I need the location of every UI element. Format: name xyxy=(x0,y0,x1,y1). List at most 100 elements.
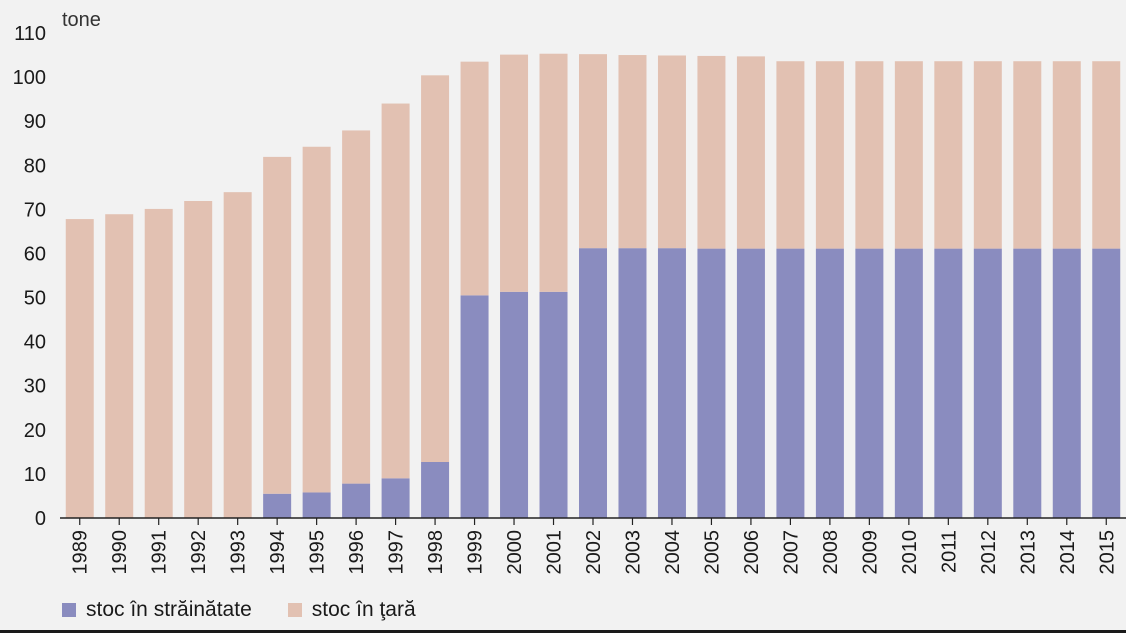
x-tick-label: 2007 xyxy=(780,530,802,575)
x-axis-ticks: 1989 1990 1991 1992 1993 1994 1995 1996 1997 1998… xyxy=(70,518,1118,575)
bar-domestic-2001 xyxy=(539,53,568,292)
x-tick-label: 1991 xyxy=(149,530,171,575)
x-tick-label: 2009 xyxy=(859,530,881,575)
bar-domestic-1989 xyxy=(65,219,94,518)
bar-domestic-1991 xyxy=(144,208,173,518)
x-tick-label: 2004 xyxy=(662,530,684,575)
bar-domestic-1994 xyxy=(263,156,292,494)
bar-domestic-2004 xyxy=(657,55,686,249)
bar-domestic-2000 xyxy=(500,54,529,292)
bar-abroad-1995 xyxy=(302,492,331,518)
bar-domestic-1995 xyxy=(302,146,331,493)
x-tick-label: 1994 xyxy=(267,530,289,575)
x-tick-label: 2002 xyxy=(583,530,605,575)
bar-domestic-1997 xyxy=(381,103,410,479)
x-tick-label: 2008 xyxy=(820,530,842,575)
bar-domestic-2002 xyxy=(579,54,607,249)
bar-domestic-2008 xyxy=(815,61,844,249)
y-tick-label: 100 xyxy=(13,67,46,89)
bar-domestic-2010 xyxy=(894,61,923,249)
bar-abroad-2014 xyxy=(1052,248,1081,518)
x-tick-label: 1995 xyxy=(307,530,329,575)
bottom-border xyxy=(0,630,1126,633)
bar-domestic-2011 xyxy=(934,61,963,249)
bar-abroad-2003 xyxy=(618,248,647,518)
bar-domestic-2006 xyxy=(736,56,765,249)
y-tick-label: 10 xyxy=(24,464,46,486)
bar-domestic-1993 xyxy=(223,192,252,518)
bar-abroad-1996 xyxy=(342,483,371,518)
bar-domestic-2007 xyxy=(776,61,805,249)
bar-domestic-1998 xyxy=(421,75,450,463)
bar-abroad-2008 xyxy=(815,248,844,518)
bar-domestic-2012 xyxy=(973,61,1002,249)
bar-abroad-2001 xyxy=(539,291,568,518)
y-tick-label: 30 xyxy=(24,376,46,398)
bar-abroad-2005 xyxy=(697,248,726,518)
legend-swatch-abroad xyxy=(62,603,76,617)
y-tick-label: 90 xyxy=(24,111,46,133)
legend-label-abroad: stoc în străinătate xyxy=(86,598,252,621)
x-tick-label: 1993 xyxy=(228,530,250,575)
bars-group xyxy=(65,53,1121,519)
bar-domestic-2014 xyxy=(1052,61,1081,249)
bar-abroad-2002 xyxy=(579,248,607,518)
x-tick-label: 2000 xyxy=(504,530,526,575)
x-tick-label: 1990 xyxy=(109,530,131,575)
y-tick-label: 0 xyxy=(35,508,46,530)
y-tick-label: 70 xyxy=(24,199,46,221)
bar-abroad-2013 xyxy=(1013,248,1042,518)
bar-abroad-2012 xyxy=(973,248,1002,518)
x-tick-label: 1997 xyxy=(386,530,408,575)
y-tick-label: 60 xyxy=(24,243,46,265)
x-tick-label: 2011 xyxy=(938,530,960,573)
legend-swatch-domestic xyxy=(287,603,302,617)
x-tick-label: 2012 xyxy=(978,530,1000,575)
y-axis-ticks: 0 10 20 30 40 50 60 70 80 90 100 110 xyxy=(13,23,46,530)
bar-domestic-1990 xyxy=(105,214,134,519)
bar-domestic-2005 xyxy=(697,55,726,249)
bar-abroad-2009 xyxy=(855,248,884,518)
x-tick-label: 2003 xyxy=(622,530,644,575)
x-tick-label: 1989 xyxy=(70,530,92,575)
x-tick-label: 2006 xyxy=(741,530,763,575)
bar-abroad-1997 xyxy=(381,478,410,518)
x-tick-label: 1996 xyxy=(346,530,368,575)
bar-abroad-2015 xyxy=(1092,248,1121,518)
x-tick-label: 2001 xyxy=(544,530,566,575)
x-tick-label: 2014 xyxy=(1057,530,1079,575)
bar-domestic-1999 xyxy=(460,61,489,296)
x-tick-label: 2013 xyxy=(1017,530,1039,575)
bar-abroad-2006 xyxy=(736,248,765,518)
bar-abroad-2011 xyxy=(934,248,963,518)
bar-domestic-2003 xyxy=(618,55,647,249)
y-tick-label: 50 xyxy=(24,288,46,310)
legend-item-abroad: stoc în străinătate xyxy=(62,598,252,622)
legend-item-domestic: stoc în ţară xyxy=(287,598,416,622)
bar-abroad-2000 xyxy=(500,291,529,518)
x-tick-label: 2010 xyxy=(899,530,921,575)
bar-abroad-2004 xyxy=(657,248,686,518)
bar-domestic-1996 xyxy=(342,130,371,484)
y-axis-unit-label: tone xyxy=(62,9,101,31)
x-tick-label: 2005 xyxy=(701,530,723,575)
legend: stoc în străinătate stoc în ţară xyxy=(62,598,416,622)
y-tick-label: 110 xyxy=(14,23,46,45)
x-tick-label: 1999 xyxy=(465,530,487,575)
bar-domestic-1992 xyxy=(184,200,213,518)
bar-abroad-1994 xyxy=(263,493,292,518)
y-tick-label: 40 xyxy=(24,332,46,354)
y-tick-label: 80 xyxy=(24,155,46,177)
x-tick-label: 1998 xyxy=(425,530,447,575)
bar-domestic-2013 xyxy=(1013,61,1042,249)
bar-domestic-2009 xyxy=(855,61,884,249)
bar-abroad-1998 xyxy=(421,462,450,518)
bar-domestic-2015 xyxy=(1092,61,1121,249)
x-tick-label: 1992 xyxy=(188,530,210,575)
bar-abroad-2007 xyxy=(776,248,805,518)
bar-abroad-1999 xyxy=(460,295,489,518)
x-tick-label: 2015 xyxy=(1096,530,1118,575)
legend-label-domestic: stoc în ţară xyxy=(311,598,416,621)
